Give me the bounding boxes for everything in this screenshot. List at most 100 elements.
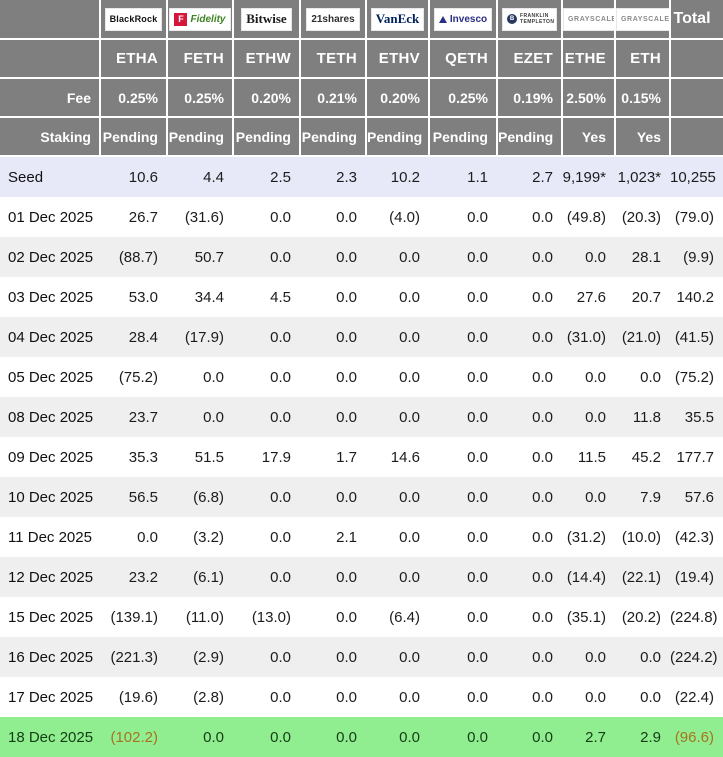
flow-value-cell: (2.8) (193, 688, 224, 706)
staking-value-cell: Yes (615, 117, 671, 157)
fidelity-f-icon: F (174, 12, 188, 26)
provider-logo-21shares: 21shares (306, 7, 360, 31)
flow-value-cell: 0.0 (467, 208, 488, 226)
fee-value-cell: 0.21% (300, 78, 367, 118)
flow-value-cell: (4.0) (389, 208, 420, 226)
flow-value-cell: 2.7 (585, 728, 606, 746)
total-blank-cell (670, 39, 723, 79)
date-cell: 02 Dec 2025 (8, 248, 94, 266)
flow-row: 02 Dec 2025 (88.7) 50.7 0.0 0.0 0.0 0.0 0.0 0.0 2… (0, 237, 723, 277)
provider-logo-cell: B FRANKLIN TEMPLETON (497, 0, 563, 40)
flow-value-cell: 56.5 (128, 488, 158, 506)
total-blank-cell (670, 78, 723, 118)
flow-value-cell: (21.0) (621, 328, 661, 346)
provider-logo-text: GRAYSCALE (621, 15, 670, 23)
provider-logo-text: 21shares (311, 13, 355, 25)
total-value-cell: 35.5 (684, 408, 714, 426)
flow-row: 01 Dec 2025 26.7 (31.6) 0.0 0.0 (4.0) 0.0 0.0 (4… (0, 197, 723, 237)
flow-value-cell: 0.0 (467, 488, 488, 506)
flow-row: 08 Dec 2025 23.7 0.0 0.0 0.0 0.0 0.0 0.0 0.0 11.8… (0, 397, 723, 437)
flow-value-cell: 11.5 (577, 448, 606, 466)
provider-logo-text: Fidelity (190, 13, 226, 25)
flow-value-cell: 0.0 (585, 408, 606, 426)
flow-value-cell: 0.0 (585, 248, 606, 266)
date-cell: 12 Dec 2025 (8, 568, 94, 586)
flow-value-cell: 0.0 (270, 568, 291, 586)
total-value-cell: (41.5) (674, 328, 714, 346)
flow-value-cell: 0.0 (270, 368, 291, 386)
flow-value-cell: 0.0 (585, 488, 606, 506)
ticker-cell: ETHE (562, 39, 616, 79)
ticker-cell: ETHV (366, 39, 430, 79)
ticker-cell: TETH (300, 39, 367, 79)
total-value-cell: (224.8) (670, 608, 718, 626)
date-cell: 09 Dec 2025 (8, 448, 94, 466)
flow-value-cell: 28.1 (631, 248, 661, 266)
franklin-emblem-icon: B (507, 14, 517, 25)
flow-value-cell: 0.0 (640, 688, 661, 706)
flow-value-cell: 0.0 (467, 688, 488, 706)
flow-value-cell: 0.0 (203, 728, 224, 746)
provider-logo-invesco: Invesco (433, 7, 493, 31)
flow-value-cell: 17.9 (261, 448, 291, 466)
flow-value-cell: 2.3 (336, 168, 357, 186)
flow-value-cell: (31.6) (184, 208, 224, 226)
provider-logo-cell: GRAYSCALE (562, 0, 616, 40)
provider-logo-bitwise: Bitwise (241, 7, 292, 31)
fee-label: Fee (0, 78, 101, 118)
total-value-cell: 57.6 (684, 488, 714, 506)
flow-row: 11 Dec 2025 0.0 (3.2) 0.0 2.1 0.0 0.0 0.0 (31.2)… (0, 517, 723, 557)
flow-value-cell: 23.7 (128, 408, 158, 426)
provider-logo-blackrock: BlackRock (104, 7, 163, 31)
staking-label: Staking (0, 117, 101, 157)
total-blank-cell (670, 117, 723, 157)
flow-value-cell: 0.0 (336, 288, 357, 306)
flow-value-cell: 0.0 (399, 488, 420, 506)
flow-value-cell: 1.7 (336, 448, 357, 466)
staking-value-cell: Pending (100, 117, 168, 157)
flow-value-cell: (139.1) (110, 608, 158, 626)
date-cell: 03 Dec 2025 (8, 288, 94, 306)
flow-value-cell: 2.7 (532, 168, 553, 186)
flow-row: 05 Dec 2025 (75.2) 0.0 0.0 0.0 0.0 0.0 0.0 0.0 0.… (0, 357, 723, 397)
flow-value-cell: 35.3 (128, 448, 158, 466)
date-cell: 11 Dec 2025 (8, 528, 92, 546)
flow-value-cell: 7.9 (640, 488, 661, 506)
total-value-cell: (75.2) (674, 368, 714, 386)
flow-value-cell: (20.3) (621, 208, 661, 226)
fee-value-cell: 0.20% (233, 78, 301, 118)
flow-value-cell: 0.0 (467, 368, 488, 386)
flow-row: 04 Dec 2025 28.4 (17.9) 0.0 0.0 0.0 0.0 0.0 (31.… (0, 317, 723, 357)
table-header: BlackRock F Fidelity Bitwise 21shares VanEck I… (0, 0, 723, 157)
staking-value-cell: Pending (167, 117, 234, 157)
provider-logo-grayscale: GRAYSCALE (563, 7, 613, 31)
flow-value-cell: (2.9) (193, 648, 224, 666)
provider-logo-cell: BlackRock (100, 0, 168, 40)
ticker-cell: QETH (429, 39, 498, 79)
ticker-cell: ETHW (233, 39, 301, 79)
flow-value-cell: (35.1) (566, 608, 606, 626)
flow-value-cell: 0.0 (399, 408, 420, 426)
flow-value-cell: 0.0 (532, 408, 553, 426)
flow-value-cell: 0.0 (336, 208, 357, 226)
flow-value-cell: 28.4 (128, 328, 158, 346)
total-value-cell: 177.7 (676, 448, 714, 466)
flow-value-cell: 0.0 (336, 608, 357, 626)
flow-value-cell: 1,023* (617, 168, 661, 186)
flow-value-cell: 0.0 (467, 448, 488, 466)
flow-value-cell: 0.0 (270, 528, 291, 546)
flow-value-cell: 0.0 (640, 368, 661, 386)
total-value-cell: (96.6) (674, 728, 714, 746)
fee-value-cell: 2.50% (562, 78, 616, 118)
flow-value-cell: (11.0) (185, 608, 224, 626)
provider-logo-text: Invesco (449, 13, 488, 25)
date-cell: 08 Dec 2025 (8, 408, 94, 426)
flow-value-cell: 0.0 (532, 608, 553, 626)
provider-logo-text: VanEck (375, 11, 420, 26)
flow-value-cell: 0.0 (336, 488, 357, 506)
flow-value-cell: 0.0 (336, 648, 357, 666)
flow-value-cell: (10.0) (621, 528, 661, 546)
flow-value-cell: 0.0 (270, 408, 291, 426)
flow-value-cell: 2.5 (270, 168, 291, 186)
flow-value-cell: 0.0 (270, 328, 291, 346)
